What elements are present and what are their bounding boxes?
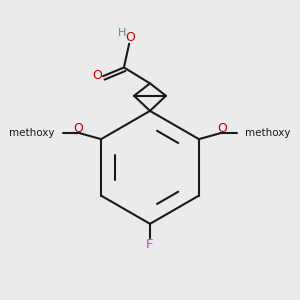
Text: F: F bbox=[146, 238, 154, 251]
Text: O: O bbox=[73, 122, 83, 135]
Text: O: O bbox=[217, 122, 227, 135]
Text: methoxy: methoxy bbox=[9, 128, 55, 138]
Text: methoxy: methoxy bbox=[245, 128, 291, 138]
Text: O: O bbox=[92, 68, 102, 82]
Text: H: H bbox=[118, 28, 126, 38]
Text: O: O bbox=[125, 31, 135, 44]
